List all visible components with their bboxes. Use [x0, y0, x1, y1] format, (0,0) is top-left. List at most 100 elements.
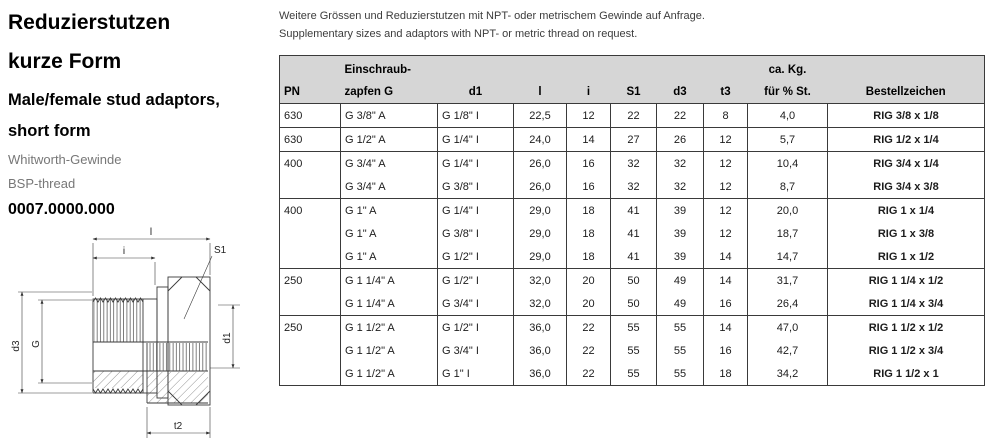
cell-d3: 55	[656, 339, 704, 362]
male-thread-root-section	[92, 388, 144, 394]
cell-i: 16	[566, 151, 611, 175]
adaptor-drawing-svg: l i S1 d3	[11, 227, 240, 438]
cell-d3: 39	[656, 222, 704, 245]
dim-label-d3: d3	[11, 340, 22, 352]
cell-t3: 12	[703, 151, 748, 175]
dim-label-i: i	[123, 246, 125, 257]
cell-kg: 20,0	[747, 198, 828, 222]
title-german-line2: kurze Form	[8, 50, 122, 73]
cell-pn: 630	[279, 103, 341, 128]
cell-code: RIG 1/2 x 1/4	[827, 127, 985, 152]
dim-d3: d3	[11, 291, 92, 394]
cell-pn	[279, 245, 341, 269]
dim-g: G	[31, 299, 92, 384]
cell-d1: G 3/8" I	[437, 222, 514, 245]
cell-s1: 41	[610, 198, 657, 222]
cell-s1: 55	[610, 315, 657, 339]
cell-s1: 50	[610, 268, 657, 292]
cell-code: RIG 1 x 3/8	[827, 222, 985, 245]
cell-kg: 42,7	[747, 339, 828, 362]
cell-pn: 400	[279, 198, 341, 222]
cell-d1: G 1/2" I	[437, 315, 514, 339]
cell-t3: 14	[703, 245, 748, 269]
column-header-pn: PN	[279, 55, 341, 104]
thread-type-english: BSP-thread	[8, 176, 76, 191]
cell-i: 20	[566, 268, 611, 292]
cell-d3: 39	[656, 245, 704, 269]
cell-g: G 1 1/2" A	[340, 339, 438, 362]
cell-i: 18	[566, 222, 611, 245]
cell-s1: 41	[610, 222, 657, 245]
cell-code: RIG 1 x 1/2	[827, 245, 985, 269]
cell-code: RIG 1 1/2 x 3/4	[827, 339, 985, 362]
cell-code: RIG 1 1/4 x 3/4	[827, 292, 985, 316]
column-header-t3: t3	[703, 55, 748, 104]
cell-l: 24,0	[513, 127, 567, 152]
cell-l: 29,0	[513, 245, 567, 269]
cell-d3: 55	[656, 362, 704, 386]
request-notes: Weitere Grössen und Reduzierstutzen mit …	[279, 10, 989, 40]
cell-l: 29,0	[513, 222, 567, 245]
cell-t3: 12	[703, 198, 748, 222]
cell-pn: 250	[279, 315, 341, 339]
cell-g: G 1" A	[340, 222, 438, 245]
title-english-line2: short form	[8, 121, 91, 140]
cell-d1: G 3/4" I	[437, 339, 514, 362]
cell-kg: 18,7	[747, 222, 828, 245]
cell-t3: 12	[703, 127, 748, 152]
title-german-line1: Reduzierstutzen	[8, 11, 171, 34]
cell-d1: G 1/8" I	[437, 103, 514, 128]
product-header: Reduzierstutzen kurze Form Male/female s…	[8, 6, 273, 219]
cell-d1: G 1/4" I	[437, 127, 514, 152]
cell-code: RIG 3/8 x 1/8	[827, 103, 985, 128]
cell-kg: 10,4	[747, 151, 828, 175]
cell-s1: 55	[610, 339, 657, 362]
cell-i: 12	[566, 103, 611, 128]
column-header-code: Bestellzeichen	[827, 55, 985, 104]
cell-t3: 18	[703, 362, 748, 386]
cell-i: 18	[566, 245, 611, 269]
cell-t3: 14	[703, 268, 748, 292]
cell-s1: 32	[610, 151, 657, 175]
cell-kg: 47,0	[747, 315, 828, 339]
cell-i: 16	[566, 175, 611, 199]
cell-kg: 8,7	[747, 175, 828, 199]
cell-g: G 1" A	[340, 198, 438, 222]
male-section-hatch	[93, 371, 143, 388]
cell-pn: 250	[279, 268, 341, 292]
male-thread-crest	[92, 297, 144, 303]
cell-s1: 55	[610, 362, 657, 386]
cell-d1: G 3/8" I	[437, 175, 514, 199]
cell-t3: 8	[703, 103, 748, 128]
cell-g: G 1 1/4" A	[340, 292, 438, 316]
cell-i: 22	[566, 362, 611, 386]
cell-d1: G 1/4" I	[437, 151, 514, 175]
cell-l: 36,0	[513, 362, 567, 386]
cell-pn: 630	[279, 127, 341, 152]
cell-d3: 39	[656, 198, 704, 222]
column-header-d3: d3	[656, 55, 704, 104]
cell-code: RIG 1 x 1/4	[827, 198, 985, 222]
thread-type-german: Whitworth-Gewinde	[8, 152, 122, 167]
cell-d3: 55	[656, 315, 704, 339]
cell-t3: 16	[703, 339, 748, 362]
cell-d1: G 1/2" I	[437, 245, 514, 269]
cell-l: 22,5	[513, 103, 567, 128]
cell-pn	[279, 175, 341, 199]
cell-s1: 41	[610, 245, 657, 269]
cell-d3: 22	[656, 103, 704, 128]
dim-d1: d1	[210, 304, 240, 369]
dim-t2: t2	[146, 407, 211, 438]
cell-d1: G 1" I	[437, 362, 514, 386]
